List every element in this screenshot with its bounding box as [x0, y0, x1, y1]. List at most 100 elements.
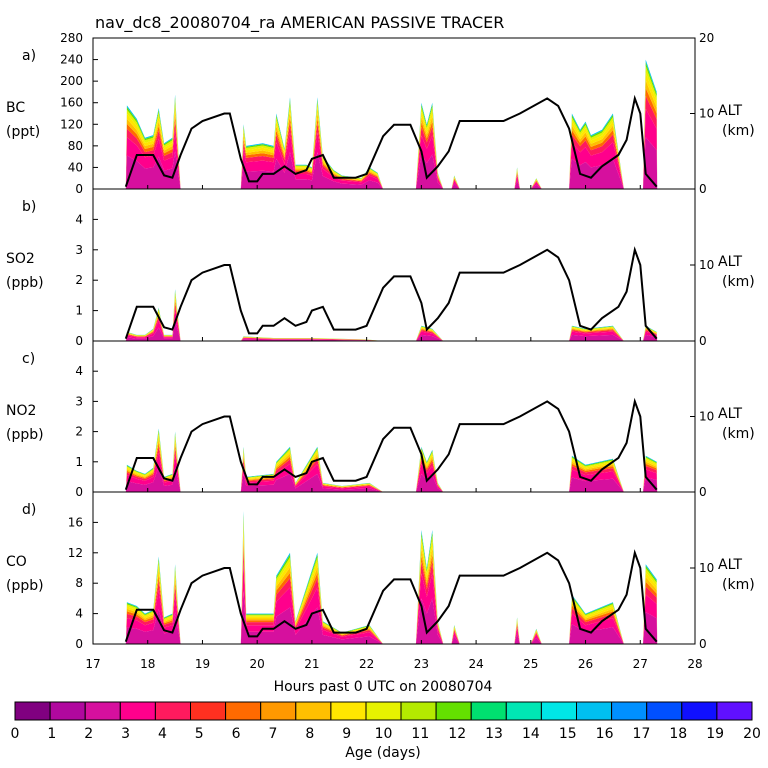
right-tick-label: 20	[699, 31, 714, 45]
panel-letter: a)	[22, 48, 36, 64]
colorbar-swatch	[435, 701, 472, 721]
y-tick-label: 40	[68, 160, 83, 174]
y-axis-label: BC	[6, 100, 25, 116]
panel-letter: c)	[22, 351, 35, 367]
right-tick-label: 10	[699, 107, 714, 121]
colorbar-swatch	[470, 701, 507, 721]
x-tick-label: 18	[140, 657, 155, 671]
right-tick-label: 0	[699, 485, 707, 499]
x-tick-label: 19	[195, 657, 210, 671]
colorbar-swatch	[190, 701, 227, 721]
colorbar-swatch	[260, 701, 297, 721]
panel-letter: b)	[22, 199, 36, 215]
y-axis-unit: (ppt)	[6, 124, 40, 140]
age-band-area	[125, 108, 658, 189]
colorbar-swatch	[505, 701, 542, 721]
x-tick-label: 17	[85, 657, 100, 671]
y-tick-label: 4	[75, 212, 83, 226]
right-axis-unit: (km)	[722, 577, 755, 593]
right-axis-label: ALT	[718, 406, 742, 422]
colorbar-tick-label: 0	[11, 726, 20, 742]
panels: 0408012016020024028001020a)BC(ppt)ALT(km…	[6, 31, 755, 671]
right-axis-unit: (km)	[722, 274, 755, 290]
y-tick-label: 4	[75, 607, 83, 621]
right-axis-label: ALT	[718, 103, 742, 119]
colorbar-tick-label: 17	[633, 726, 651, 742]
colorbar-tick-label: 12	[448, 726, 466, 742]
colorbar-swatch	[119, 701, 156, 721]
chart-title: nav_dc8_20080704_ra AMERICAN PASSIVE TRA…	[95, 13, 504, 33]
colorbar-tick-label: 19	[706, 726, 724, 742]
age-band-area	[125, 590, 658, 644]
colorbar-tick-label: 10	[375, 726, 393, 742]
y-tick-label: 280	[60, 31, 83, 45]
age-band-area	[125, 431, 658, 492]
y-tick-label: 1	[75, 455, 83, 469]
altitude-line	[124, 397, 658, 491]
colorbar: 0 1 2 3 4 5 6 7 8 9 10 11 12 13 14 15 16 17 18 19 20	[11, 701, 761, 742]
colorbar-swatch	[154, 701, 191, 721]
y-tick-label: 120	[60, 117, 83, 131]
right-tick-label: 0	[699, 637, 707, 651]
right-axis-label: ALT	[718, 254, 742, 270]
right-axis-unit: (km)	[722, 123, 755, 139]
panel-2: 0 1 2 3 4 0 10 b) SO2 (ppb) ALT (km)	[6, 188, 755, 348]
right-tick-label: 10	[699, 410, 714, 424]
altitude-line	[124, 549, 658, 643]
right-axis-label: ALT	[718, 557, 742, 573]
colorbar-tick-label: 9	[342, 726, 351, 742]
y-axis-label: NO2	[6, 403, 36, 419]
y-tick-label: 2	[75, 273, 83, 287]
right-tick-label: 0	[699, 334, 707, 348]
y-axis-unit: (ppb)	[6, 427, 44, 443]
y-tick-label: 0	[75, 182, 83, 196]
age-band-area	[125, 320, 658, 341]
x-tick-label: 24	[468, 657, 483, 671]
colorbar-swatch	[330, 701, 367, 721]
colorbar-tick-label: 5	[195, 726, 204, 742]
colorbar-swatch	[365, 701, 402, 721]
altitude-line	[124, 246, 658, 340]
colorbar-tick-label: 3	[121, 726, 130, 742]
panel-letter: d)	[22, 502, 36, 518]
right-tick-label: 10	[699, 561, 714, 575]
colorbar-tick-label: 18	[669, 726, 687, 742]
x-axis-label: Hours past 0 UTC on 20080704	[274, 679, 493, 695]
colorbar-swatch	[681, 701, 718, 721]
colorbar-swatch	[295, 701, 332, 721]
colorbar-tick-label: 4	[158, 726, 167, 742]
colorbar-tick-label: 11	[411, 726, 429, 742]
x-tick-label: 21	[304, 657, 319, 671]
y-tick-label: 0	[75, 637, 83, 651]
x-axis: 17 18 19 20 21 22 23 24 25 26 27 28	[85, 657, 702, 671]
y-tick-label: 160	[60, 96, 83, 110]
right-tick-label: 0	[699, 182, 707, 196]
colorbar-swatch	[225, 701, 262, 721]
colorbar-tick-label: 13	[485, 726, 503, 742]
y-axis-label: SO2	[6, 251, 35, 267]
colorbar-swatch	[14, 701, 51, 721]
y-tick-label: 0	[75, 334, 83, 348]
colorbar-swatch	[540, 701, 578, 721]
y-tick-label: 12	[68, 546, 83, 560]
y-tick-label: 3	[75, 394, 83, 408]
y-axis-label: CO	[6, 554, 27, 570]
colorbar-swatch	[49, 701, 86, 721]
colorbar-tick-label: 1	[47, 726, 56, 742]
y-axis-unit: (ppb)	[6, 275, 44, 291]
colorbar-tick-label: 15	[559, 726, 577, 742]
colorbar-tick-label: 2	[84, 726, 93, 742]
colorbar-tick-label: 8	[305, 726, 314, 742]
y-tick-label: 1	[75, 304, 83, 318]
age-band-area	[125, 446, 658, 492]
colorbar-swatch	[716, 701, 753, 721]
x-tick-label: 22	[359, 657, 374, 671]
y-tick-label: 200	[60, 74, 83, 88]
colorbar-swatch	[576, 701, 613, 721]
y-tick-label: 0	[75, 485, 83, 499]
x-tick-label: 27	[633, 657, 648, 671]
age-band-area	[125, 442, 658, 492]
age-band-area	[125, 137, 658, 189]
panel-3: 0 1 2 3 4 0 10 c) NO2 (ppb) ALT (km)	[6, 340, 755, 499]
